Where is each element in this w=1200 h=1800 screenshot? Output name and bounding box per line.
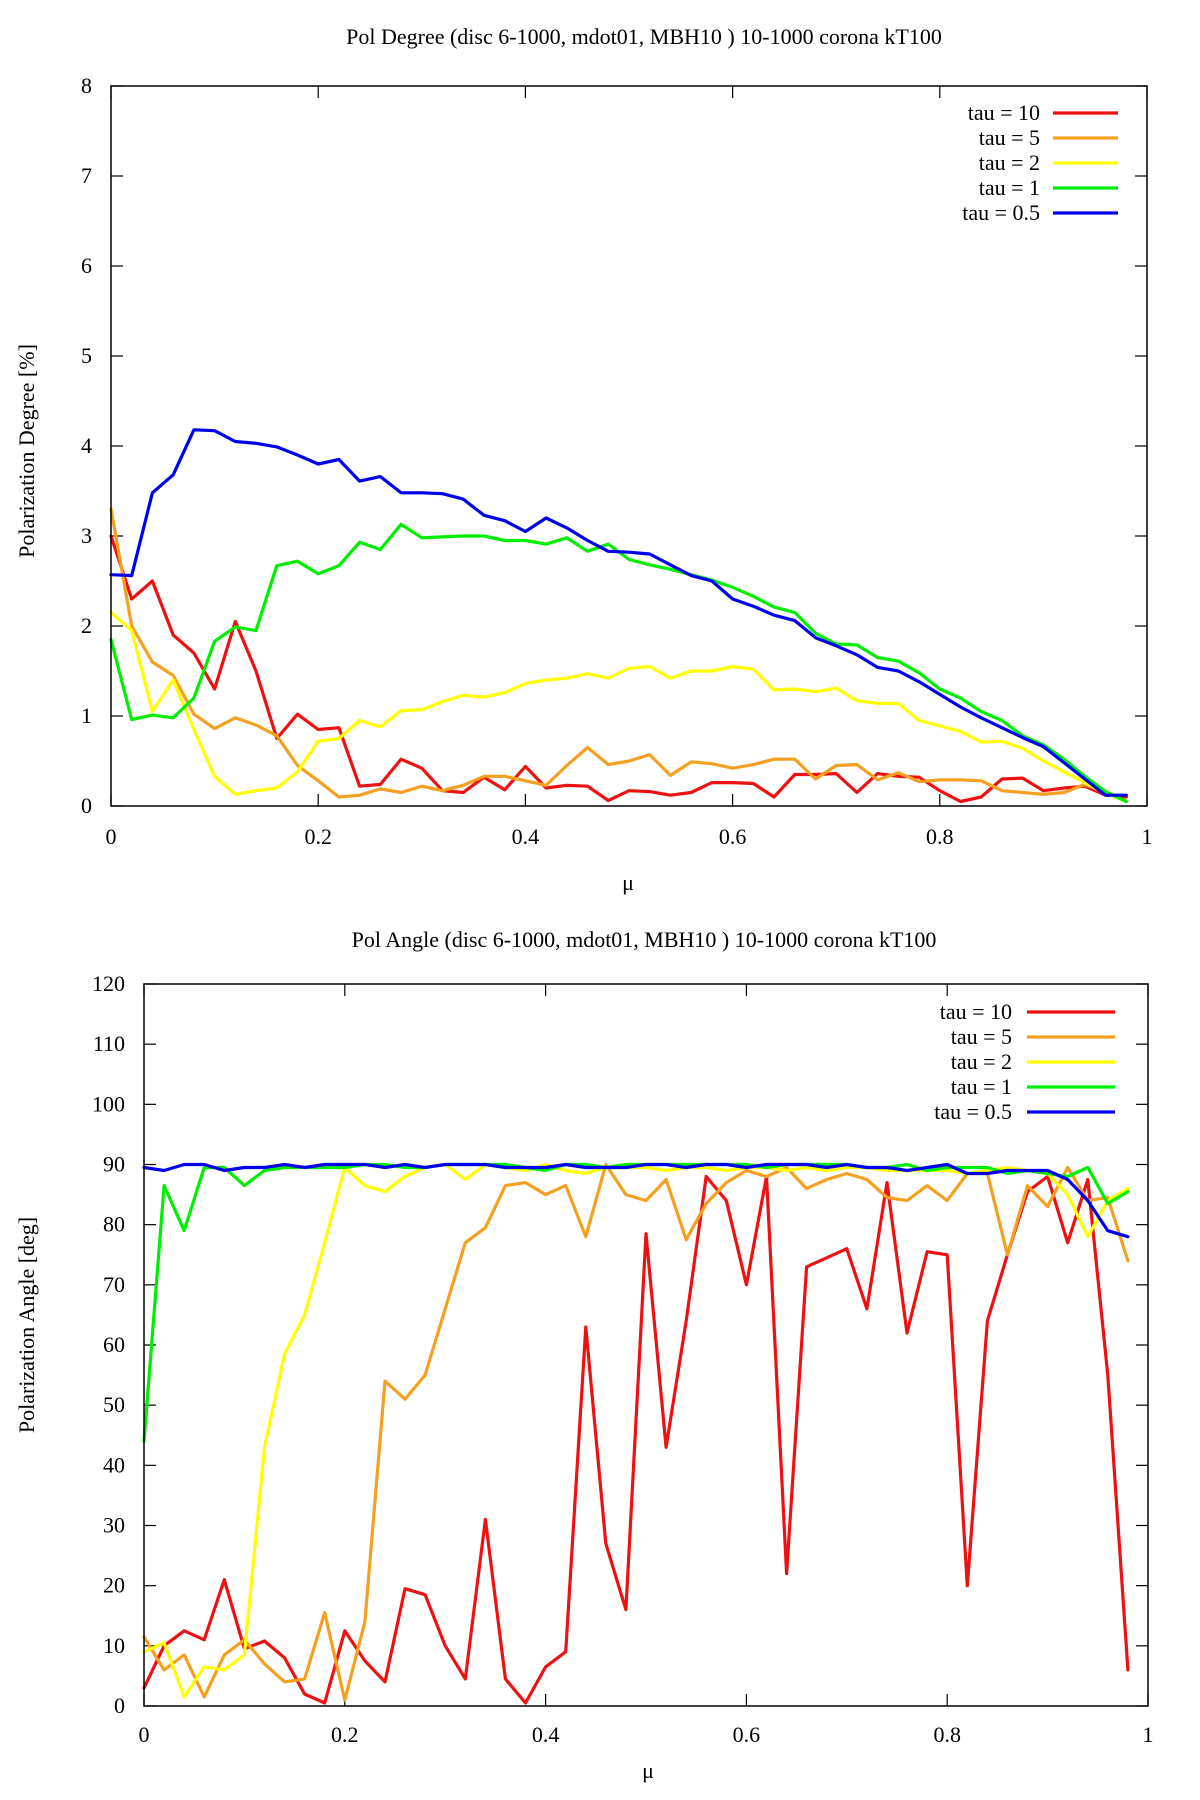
y-tick-label: 8 (81, 73, 92, 98)
pol-degree-xlabel: μ (622, 870, 634, 895)
legend-label: tau = 1 (979, 175, 1040, 200)
pol-angle-plot-frame (143, 983, 1149, 1707)
legend-label: tau = 2 (979, 150, 1040, 175)
pol-angle-series (142, 1162, 1130, 1705)
series-line-tau1 (109, 522, 1128, 804)
x-tick-label: 0 (106, 824, 117, 849)
y-tick-label: 70 (103, 1272, 125, 1297)
pol-angle-ylabel: Polarization Angle [deg] (14, 1217, 39, 1433)
x-tick-label: 0 (139, 1722, 150, 1747)
y-tick-label: 80 (103, 1212, 125, 1237)
y-tick-label: 110 (93, 1031, 125, 1056)
pol-degree-title: Pol Degree (disc 6-1000, mdot01, MBH10 )… (346, 24, 942, 49)
x-tick-label: 0.6 (719, 824, 747, 849)
y-tick-label: 4 (81, 433, 92, 458)
y-tick-label: 1 (81, 703, 92, 728)
x-tick-label: 0.6 (733, 1722, 761, 1747)
y-tick-label: 30 (103, 1513, 125, 1538)
series-line-tau10 (142, 1174, 1130, 1705)
x-tick-label: 1 (1143, 1722, 1154, 1747)
legend-label: tau = 1 (951, 1074, 1012, 1099)
series-line-tau0-5 (142, 1162, 1130, 1239)
y-tick-label: 60 (103, 1332, 125, 1357)
y-tick-label: 0 (81, 793, 92, 818)
pol-angle-title: Pol Angle (disc 6-1000, mdot01, MBH10 ) … (352, 927, 937, 952)
pol-angle-xlabel: μ (642, 1758, 654, 1783)
series-line-tau5 (109, 507, 1128, 804)
x-tick-label: 0.2 (304, 824, 332, 849)
x-tick-label: 1 (1142, 824, 1153, 849)
x-tick-label: 0.8 (926, 824, 954, 849)
pol-angle-chart: Pol Angle (disc 6-1000, mdot01, MBH10 ) … (14, 927, 1154, 1783)
y-tick-label: 90 (103, 1152, 125, 1177)
pol-degree-ylabel: Polarization Degree [%] (14, 344, 39, 558)
pol-degree-plot-frame (110, 85, 1148, 807)
pol-angle-ticks: 0 10 20 30 40 50 60 70 80 90 100 110 120 0 0.2 0.4 0.6 0.… (92, 971, 1154, 1747)
y-tick-label: 7 (81, 163, 92, 188)
legend-label: tau = 0.5 (962, 200, 1040, 225)
series-line-tau10 (109, 534, 1128, 804)
y-tick-label: 0 (114, 1693, 125, 1718)
legend-label: tau = 10 (968, 100, 1040, 125)
y-tick-label: 5 (81, 343, 92, 368)
x-tick-label: 0.2 (331, 1722, 359, 1747)
series-line-tau5 (142, 1162, 1130, 1702)
y-tick-label: 10 (103, 1633, 125, 1658)
x-tick-label: 0.4 (512, 824, 540, 849)
legend-label: tau = 10 (940, 999, 1012, 1024)
pol-degree-chart: Pol Degree (disc 6-1000, mdot01, MBH10 )… (14, 24, 1153, 895)
y-tick-label: 2 (81, 613, 92, 638)
y-tick-label: 50 (103, 1392, 125, 1417)
y-tick-label: 120 (92, 971, 125, 996)
legend-label: tau = 5 (979, 125, 1040, 150)
x-tick-label: 0.8 (933, 1722, 961, 1747)
y-tick-label: 20 (103, 1573, 125, 1598)
legend-label: tau = 0.5 (934, 1099, 1012, 1124)
y-tick-label: 3 (81, 523, 92, 548)
y-tick-label: 100 (92, 1091, 125, 1116)
series-line-tau0-5 (109, 428, 1128, 797)
legend-label: tau = 2 (951, 1049, 1012, 1074)
pol-degree-series (109, 428, 1128, 804)
y-tick-label: 40 (103, 1452, 125, 1477)
x-tick-label: 0.4 (532, 1722, 560, 1747)
legend-label: tau = 5 (951, 1024, 1012, 1049)
y-tick-label: 6 (81, 253, 92, 278)
series-line-tau2 (109, 610, 1128, 804)
